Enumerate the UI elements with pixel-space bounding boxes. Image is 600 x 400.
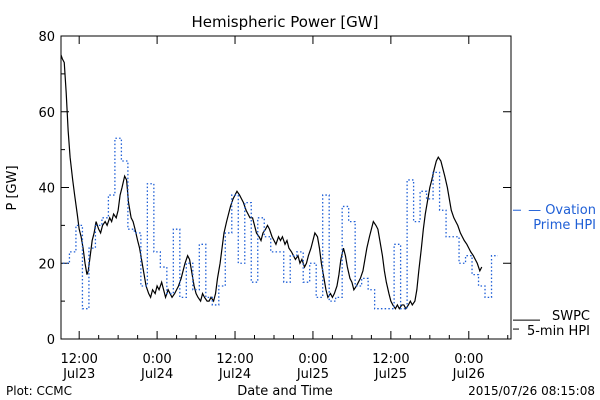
chart-title: Hemispheric Power [GW] bbox=[192, 13, 379, 31]
ovation-label-line2: Prime HPI bbox=[533, 218, 596, 233]
x-tick-day: Jul25 bbox=[374, 367, 407, 382]
x-tick-time: 0:00 bbox=[298, 352, 327, 367]
x-tick-time: 0:00 bbox=[454, 352, 483, 367]
y-tick-label: 80 bbox=[38, 30, 55, 45]
y-tick-label: 20 bbox=[38, 257, 55, 272]
x-tick-day: Jul25 bbox=[296, 367, 329, 382]
y-tick-label: 60 bbox=[38, 106, 55, 121]
series-layer bbox=[60, 54, 499, 310]
series-ovation-prime-hpi bbox=[62, 137, 499, 310]
series-swpc-hpi bbox=[60, 54, 483, 310]
x-axis-label: Date and Time bbox=[237, 384, 333, 399]
x-tick-day: Jul24 bbox=[140, 367, 173, 382]
plot-frame bbox=[60, 35, 512, 340]
y-axis: 0 20 40 60 80 bbox=[38, 30, 511, 348]
swpc-label-line2: 5-min HPI bbox=[527, 324, 590, 339]
swpc-label-line1: SWPC bbox=[552, 309, 590, 324]
y-tick-label: 0 bbox=[47, 333, 55, 348]
footer-right: 2015/07/26 08:15:08 bbox=[468, 384, 595, 398]
x-tick-day: Jul23 bbox=[62, 367, 95, 382]
x-tick-time: 12:00 bbox=[216, 352, 253, 367]
y-tick-label: 40 bbox=[38, 182, 55, 197]
footer-left: Plot: CCMC bbox=[6, 384, 72, 398]
ovation-label-line1: — Ovation bbox=[528, 203, 596, 218]
y-axis-label: P [GW] bbox=[5, 165, 20, 210]
x-tick-day: Jul26 bbox=[452, 367, 485, 382]
x-tick-time: 12:00 bbox=[372, 352, 409, 367]
x-axis: 12:00Jul230:00Jul2412:00Jul240:00Jul2512… bbox=[60, 36, 509, 382]
x-tick-day: Jul24 bbox=[218, 367, 251, 382]
x-tick-time: 12:00 bbox=[60, 352, 97, 367]
x-tick-time: 0:00 bbox=[143, 352, 172, 367]
